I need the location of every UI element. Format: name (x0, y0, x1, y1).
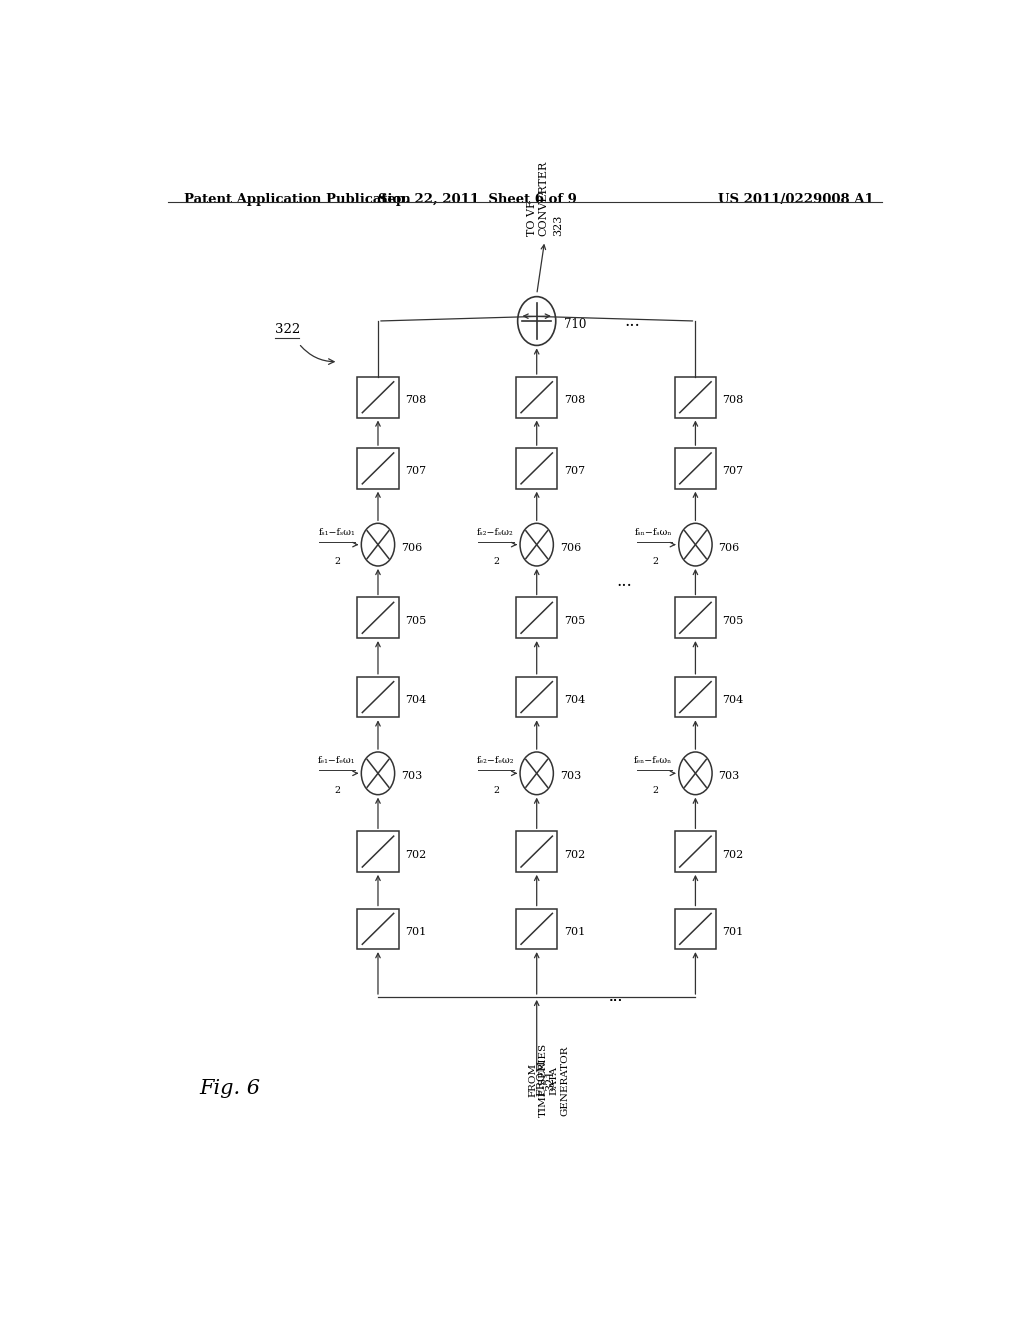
Text: 2: 2 (652, 785, 658, 795)
Text: fₑ₁−fₑω₁: fₑ₁−fₑω₁ (317, 756, 355, 766)
Text: 705: 705 (563, 616, 585, 626)
Bar (675, 832, 716, 873)
Bar (357, 908, 398, 949)
Text: Fig. 6: Fig. 6 (200, 1078, 260, 1098)
Bar (516, 677, 557, 718)
Text: 704: 704 (722, 696, 743, 705)
Text: 703: 703 (719, 771, 739, 781)
Text: 710: 710 (563, 318, 586, 330)
Text: 2: 2 (494, 557, 500, 566)
Text: 707: 707 (563, 466, 585, 477)
Text: TO VF
CONVERTER: TO VF CONVERTER (527, 161, 549, 236)
Text: Sep. 22, 2011  Sheet 6 of 9: Sep. 22, 2011 Sheet 6 of 9 (378, 193, 577, 206)
Bar (516, 908, 557, 949)
Text: ...: ... (624, 313, 640, 330)
Text: ...: ... (616, 573, 632, 590)
Text: 703: 703 (401, 771, 422, 781)
Text: ...: ... (609, 990, 624, 1005)
Text: fₛ₂−fₛω₂: fₛ₂−fₛω₂ (477, 528, 514, 536)
Text: fₛₙ−fₛωₙ: fₛₙ−fₛωₙ (635, 528, 673, 536)
Bar (675, 677, 716, 718)
Text: 2: 2 (335, 557, 341, 566)
Bar (675, 447, 716, 488)
Bar (516, 447, 557, 488)
Text: 702: 702 (563, 850, 585, 859)
Bar (357, 447, 398, 488)
Text: 322: 322 (274, 323, 300, 337)
Text: 2: 2 (335, 785, 341, 795)
Text: FROM: FROM (537, 1060, 547, 1097)
Text: 321: 321 (545, 1069, 555, 1090)
Bar (675, 908, 716, 949)
Text: 701: 701 (563, 927, 585, 937)
Text: 703: 703 (560, 771, 581, 781)
Text: 704: 704 (563, 696, 585, 705)
Text: 705: 705 (404, 616, 426, 626)
Text: 701: 701 (404, 927, 426, 937)
Text: 2: 2 (652, 557, 658, 566)
Text: 702: 702 (404, 850, 426, 859)
Bar (357, 378, 398, 417)
Text: Patent Application Publication: Patent Application Publication (183, 193, 411, 206)
Text: 707: 707 (404, 466, 426, 477)
Text: fₛ₁−fₛω₁: fₛ₁−fₛω₁ (318, 528, 355, 536)
Text: 706: 706 (560, 543, 581, 553)
Text: fₑ₂−fₑω₂: fₑ₂−fₑω₂ (476, 756, 514, 766)
Text: 705: 705 (722, 616, 743, 626)
Bar (357, 832, 398, 873)
Text: ...: ... (609, 990, 624, 1005)
Text: 704: 704 (404, 696, 426, 705)
Text: US 2011/0229008 A1: US 2011/0229008 A1 (718, 193, 873, 206)
Text: 706: 706 (401, 543, 422, 553)
Bar (675, 378, 716, 417)
Text: 707: 707 (722, 466, 743, 477)
Bar (516, 598, 557, 638)
Text: 708: 708 (404, 395, 426, 405)
Bar (357, 598, 398, 638)
Text: 706: 706 (719, 543, 739, 553)
Text: 708: 708 (722, 395, 743, 405)
Text: 702: 702 (722, 850, 743, 859)
Bar (516, 378, 557, 417)
Text: 708: 708 (563, 395, 585, 405)
Text: FROM
TIME-SERIES
DATA
GENERATOR: FROM TIME-SERIES DATA GENERATOR (528, 1043, 569, 1117)
Text: 2: 2 (494, 785, 500, 795)
Bar (516, 832, 557, 873)
Text: fₑₙ−fₑωₙ: fₑₙ−fₑωₙ (634, 756, 673, 766)
Bar (357, 677, 398, 718)
Text: 323: 323 (553, 214, 563, 236)
Text: 701: 701 (722, 927, 743, 937)
Bar (675, 598, 716, 638)
